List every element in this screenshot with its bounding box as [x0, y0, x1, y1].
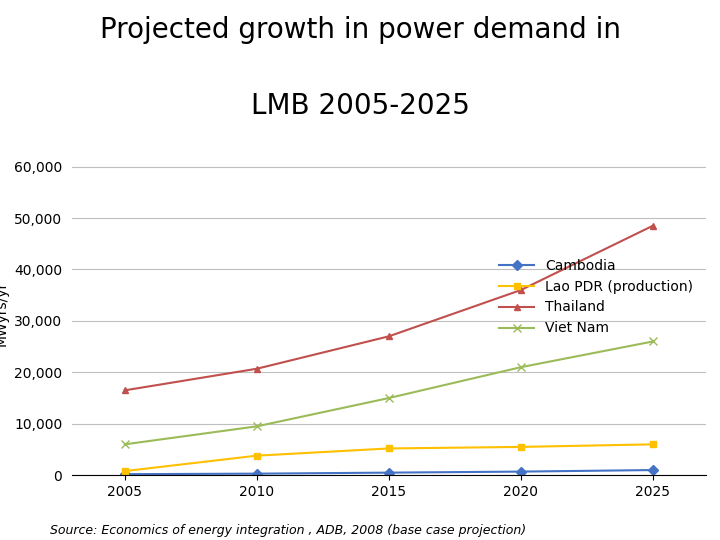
Line: Lao PDR (production): Lao PDR (production): [122, 441, 656, 475]
Cambodia: [516, 468, 525, 475]
Line: Viet Nam: Viet Nam: [121, 338, 657, 449]
Cambodia: [384, 469, 393, 476]
Y-axis label: MWyrs/yr: MWyrs/yr: [0, 281, 9, 346]
Viet Nam: [253, 423, 261, 430]
Thailand: [649, 222, 657, 229]
Lao PDR (production): [649, 441, 657, 448]
Line: Thailand: Thailand: [122, 222, 656, 394]
Text: LMB 2005-2025: LMB 2005-2025: [251, 92, 469, 120]
Lao PDR (production): [253, 453, 261, 459]
Viet Nam: [384, 395, 393, 401]
Viet Nam: [516, 364, 525, 370]
Lao PDR (production): [516, 444, 525, 450]
Legend: Cambodia, Lao PDR (production), Thailand, Viet Nam: Cambodia, Lao PDR (production), Thailand…: [494, 253, 698, 341]
Text: Projected growth in power demand in: Projected growth in power demand in: [99, 16, 621, 44]
Thailand: [384, 333, 393, 340]
Thailand: [516, 287, 525, 293]
Text: Source: Economics of energy integration , ADB, 2008 (base case projection): Source: Economics of energy integration …: [50, 524, 526, 537]
Viet Nam: [649, 338, 657, 345]
Thailand: [253, 366, 261, 372]
Thailand: [120, 387, 129, 394]
Viet Nam: [120, 441, 129, 448]
Cambodia: [253, 470, 261, 477]
Lao PDR (production): [120, 468, 129, 474]
Lao PDR (production): [384, 445, 393, 451]
Line: Cambodia: Cambodia: [122, 467, 656, 478]
Cambodia: [649, 467, 657, 473]
Cambodia: [120, 471, 129, 477]
